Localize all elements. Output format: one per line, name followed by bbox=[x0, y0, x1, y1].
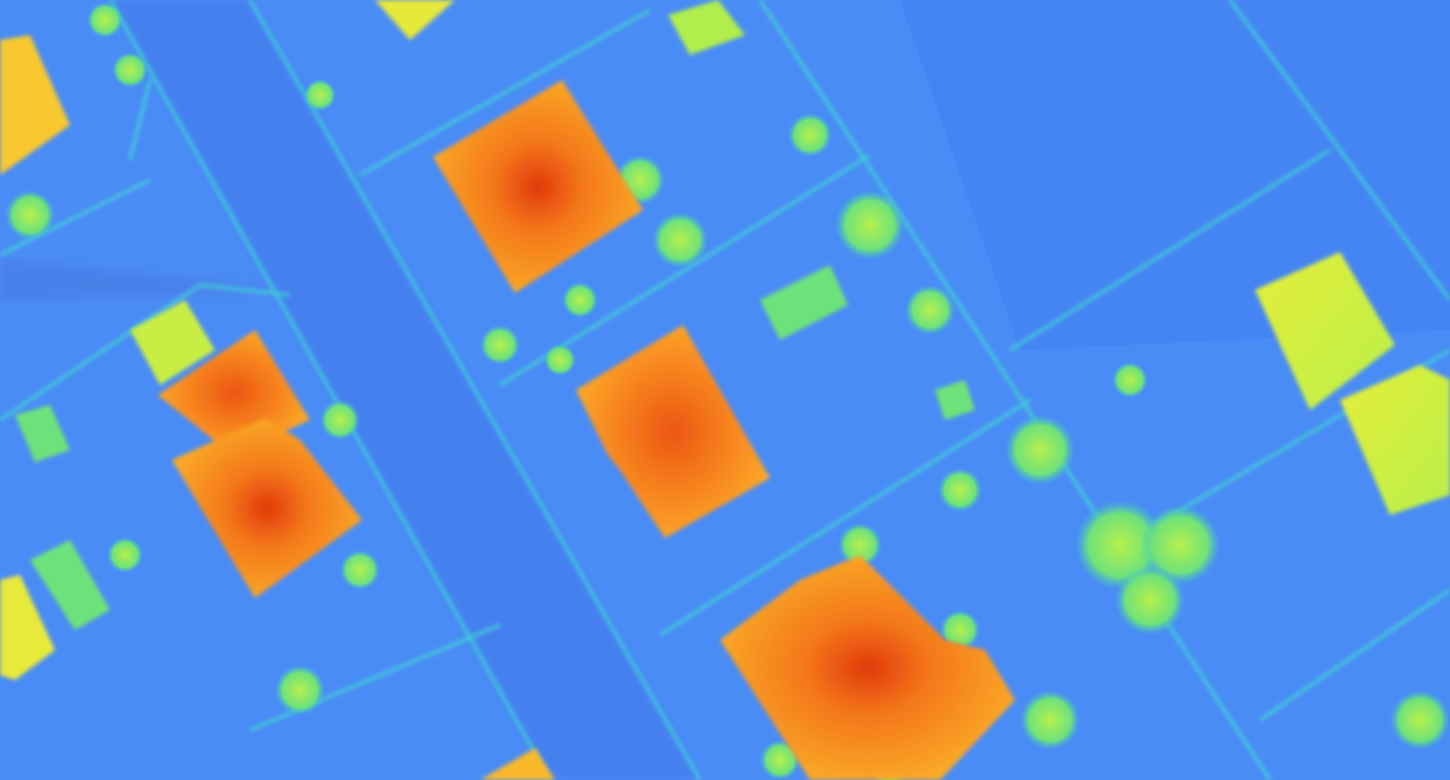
sheds bbox=[15, 0, 975, 630]
parcel-lines-shape bbox=[1009, 148, 1331, 352]
trees-shape bbox=[835, 190, 905, 260]
trees-shape bbox=[107, 537, 143, 573]
buildings-shape bbox=[576, 325, 770, 538]
trees-shape bbox=[1005, 415, 1075, 485]
parcel-lines-shape bbox=[359, 8, 651, 177]
trees-shape bbox=[652, 212, 708, 268]
trees-shape bbox=[1140, 505, 1220, 585]
trees-shape bbox=[320, 400, 360, 440]
trees-shape bbox=[304, 79, 336, 111]
parcel-lines-shape bbox=[1259, 588, 1450, 722]
trees-shape bbox=[938, 468, 982, 512]
buildings-shape bbox=[720, 555, 1015, 780]
sheds-shape bbox=[935, 380, 975, 420]
parcel-lines-shape bbox=[108, 0, 552, 780]
buildings-shape bbox=[433, 80, 643, 293]
trees-shape bbox=[480, 325, 520, 365]
sheds-shape bbox=[30, 540, 110, 630]
buildings-shape bbox=[1340, 365, 1450, 515]
trees-shape bbox=[275, 665, 325, 715]
trees-shape bbox=[1390, 690, 1450, 750]
trees-shape bbox=[340, 550, 380, 590]
parcel-lines-shape bbox=[199, 283, 291, 297]
buildings-shape bbox=[480, 748, 555, 780]
ground-shape bbox=[900, 0, 1450, 350]
parcel-lines-shape bbox=[758, 0, 1272, 780]
trees-shape bbox=[905, 285, 955, 335]
trees-shape bbox=[562, 282, 598, 318]
parcel-lines-shape bbox=[248, 0, 702, 780]
trees-shape bbox=[1115, 565, 1185, 635]
sheds-shape bbox=[668, 0, 745, 55]
trees-shape bbox=[1112, 362, 1148, 398]
ground-shape bbox=[110, 0, 700, 780]
parcel-lines-shape bbox=[0, 283, 201, 422]
parcel-lines-shape bbox=[128, 79, 152, 161]
ground-shape bbox=[0, 260, 290, 300]
trees-shape bbox=[838, 523, 882, 567]
buildings-shape bbox=[0, 35, 70, 175]
buildings-shape bbox=[0, 575, 55, 680]
sheds-shape bbox=[15, 405, 70, 462]
trees-shape bbox=[760, 740, 800, 780]
trees-shape bbox=[788, 113, 832, 157]
parcel-lines-shape bbox=[1228, 0, 1450, 301]
sheds-shape bbox=[760, 265, 848, 340]
trees bbox=[5, 2, 1450, 780]
parcel-lines-shape bbox=[659, 398, 1031, 637]
trees-shape bbox=[5, 190, 55, 240]
trees-shape bbox=[112, 52, 148, 88]
trees-shape bbox=[544, 344, 576, 376]
trees-shape bbox=[1020, 690, 1080, 750]
trees-shape bbox=[940, 610, 980, 650]
buildings-shape bbox=[130, 300, 215, 385]
trees-shape bbox=[87, 2, 123, 38]
buildings-shape bbox=[375, 0, 455, 40]
parcel-lines-shape bbox=[0, 178, 151, 257]
buildings-shape bbox=[172, 418, 362, 598]
buildings-shape bbox=[1255, 252, 1395, 410]
